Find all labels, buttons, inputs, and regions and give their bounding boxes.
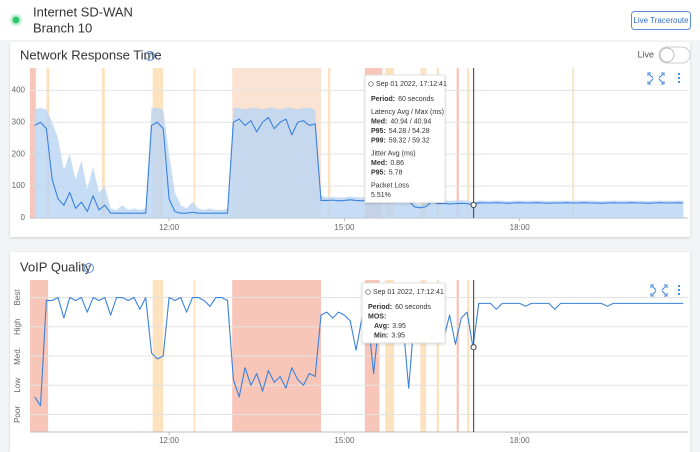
cursor-point bbox=[470, 344, 477, 351]
x-tick-label: 15:00 bbox=[334, 223, 355, 232]
y-tick-label: 0 bbox=[21, 213, 26, 222]
tooltip-value: 54.28 / 54.28 bbox=[389, 128, 430, 135]
tooltip-value: 3.95 bbox=[391, 332, 405, 339]
status-dot bbox=[12, 16, 20, 24]
series-band bbox=[34, 107, 684, 218]
expand-icon[interactable] bbox=[650, 284, 668, 297]
help-icon[interactable] bbox=[84, 263, 94, 273]
tooltip-value: 60 seconds bbox=[398, 96, 434, 103]
menu-icon[interactable] bbox=[677, 284, 681, 296]
tooltip-value: 40.94 / 40.94 bbox=[390, 118, 431, 125]
y-tick-label: Best bbox=[13, 289, 22, 306]
series-line bbox=[34, 296, 684, 407]
header-title: Internet SD-WAN bbox=[33, 4, 133, 19]
event-band bbox=[467, 68, 470, 218]
tooltip-box bbox=[361, 282, 446, 344]
tooltip-label: P99: bbox=[371, 137, 386, 144]
tooltip-value: 0.86 bbox=[390, 160, 404, 167]
header-bar bbox=[0, 0, 700, 40]
tooltip-box bbox=[364, 74, 446, 203]
tooltip-value: 5.51% bbox=[371, 192, 391, 199]
y-tick-label: 300 bbox=[12, 117, 26, 126]
panel-title: VoIP Quality bbox=[20, 259, 92, 274]
event-band bbox=[456, 68, 459, 218]
tooltip-heading: Packet Loss bbox=[371, 182, 410, 189]
tooltip-label: Min: bbox=[374, 332, 388, 339]
tooltip-label: Med: bbox=[371, 160, 387, 167]
clock-icon bbox=[368, 81, 374, 87]
y-tick-label: 200 bbox=[12, 149, 26, 158]
x-tick-label: 15:00 bbox=[334, 436, 355, 445]
plots: 0 100 200 300 400 12:00 15:00 18:00 Sep 01 2022,… bbox=[12, 68, 688, 445]
panel bbox=[10, 252, 690, 452]
tooltip-heading: Jitter Avg (ms) bbox=[371, 150, 416, 157]
header-subtitle: Branch 10 bbox=[33, 20, 92, 35]
y-tick-label: 400 bbox=[12, 85, 26, 94]
event-band bbox=[193, 68, 196, 218]
cursor-point bbox=[470, 201, 477, 209]
tooltip: Sep 01 2022, 17:12:41 Period: 60 seconds La… bbox=[364, 74, 447, 203]
traceroute-button[interactable] bbox=[631, 11, 691, 30]
event-band bbox=[328, 68, 331, 218]
x-tick-label: 12:00 bbox=[159, 436, 180, 445]
x-tick-label: 18:00 bbox=[510, 436, 531, 445]
help-icon-mark[interactable]: ? bbox=[87, 266, 91, 272]
tooltip-value: 3.95 bbox=[392, 323, 406, 330]
y-tick-label: Med. bbox=[13, 347, 22, 365]
tooltip-value: 5.78 bbox=[389, 169, 403, 176]
y-tick-label: Poor bbox=[13, 406, 22, 423]
tooltip-label: Med: bbox=[371, 118, 387, 125]
help-icon-mark[interactable]: ? bbox=[148, 54, 152, 60]
tooltip-label: Period: bbox=[371, 96, 395, 103]
help-icon[interactable] bbox=[145, 51, 155, 61]
tooltip-label: Avg: bbox=[374, 323, 389, 330]
event-band bbox=[30, 68, 36, 218]
tooltip-time: Sep 01 2022, 17:12:41 bbox=[373, 289, 444, 296]
tooltip-value: 59.32 / 59.32 bbox=[389, 137, 430, 144]
clock-icon bbox=[365, 289, 371, 295]
tooltip-label: P95: bbox=[371, 128, 386, 135]
y-tick-label: 100 bbox=[12, 181, 26, 190]
event-band bbox=[101, 68, 105, 218]
y-tick-label: Low bbox=[13, 378, 22, 393]
traceroute-button-label[interactable]: Live Traceroute bbox=[633, 16, 689, 25]
tooltip-value: 60 seconds bbox=[395, 304, 431, 311]
expand-icon[interactable] bbox=[647, 72, 665, 85]
panel-title: Network Response Time bbox=[20, 47, 162, 62]
tooltip-label: Period: bbox=[368, 304, 392, 311]
chart: Poor Low Med. High Best 12:00 15:00 18:00 bbox=[13, 280, 688, 445]
tooltip-label: P95: bbox=[371, 169, 386, 176]
y-tick-label: High bbox=[13, 319, 22, 335]
x-tick-label: 12:00 bbox=[159, 223, 180, 232]
x-tick-label: 18:00 bbox=[510, 223, 531, 232]
menu-icon[interactable] bbox=[677, 72, 681, 84]
tooltip-label: MOS: bbox=[368, 313, 386, 320]
event-band bbox=[572, 68, 575, 218]
tooltip-heading: Latency Avg / Max (ms) bbox=[371, 109, 444, 116]
series-line bbox=[34, 116, 684, 214]
tooltip: Sep 01 2022, 17:12:41 Period: 60 seconds MO… bbox=[361, 282, 446, 344]
tooltip-time: Sep 01 2022, 17:12:41 bbox=[376, 81, 447, 88]
live-toggle-knob[interactable] bbox=[659, 47, 675, 63]
live-label: Live bbox=[637, 49, 654, 59]
